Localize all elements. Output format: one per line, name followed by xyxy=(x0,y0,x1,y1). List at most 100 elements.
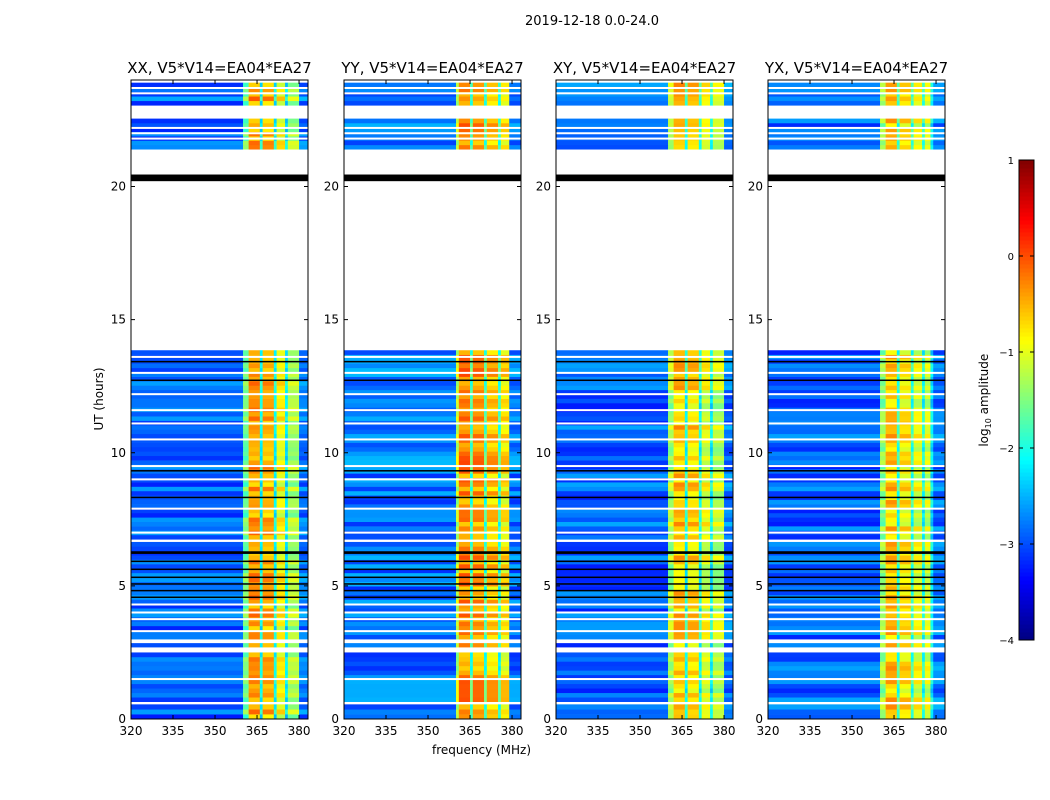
heatmap-cell xyxy=(509,608,522,613)
heatmap-cell xyxy=(768,350,881,355)
heatmap-cell xyxy=(673,442,686,448)
heatmap-cell xyxy=(885,564,898,569)
heatmap-cell xyxy=(472,389,485,395)
heatmap-cell xyxy=(470,402,474,408)
heatmap-cell xyxy=(701,652,711,658)
heatmap-cell xyxy=(930,100,934,106)
heatmap-cell xyxy=(724,424,734,430)
heatmap-cell xyxy=(287,82,300,88)
heatmap-cell xyxy=(243,599,249,605)
heatmap-cell xyxy=(910,534,914,540)
heatmap-cell xyxy=(712,512,725,518)
colorbar-swatch xyxy=(1019,444,1034,449)
heatmap-cell xyxy=(259,499,263,505)
heatmap-cell xyxy=(712,460,725,465)
heatmap-cell xyxy=(248,394,261,399)
heatmap-cell xyxy=(701,512,711,518)
heatmap-cell xyxy=(243,704,249,710)
heatmap-cell xyxy=(910,451,914,457)
heatmap-cell xyxy=(500,709,510,715)
heatmap-cell xyxy=(276,82,286,88)
heatmap-cell xyxy=(896,350,900,355)
heatmap-cell xyxy=(472,688,485,694)
heatmap-cell xyxy=(248,490,261,496)
heatmap-cell xyxy=(712,376,725,382)
heatmap-cell xyxy=(668,499,674,505)
heatmap-cell xyxy=(243,709,249,715)
heatmap-cell xyxy=(556,460,669,465)
heatmap-cell xyxy=(486,367,499,373)
heatmap-cell xyxy=(698,656,702,662)
heatmap-cell xyxy=(344,546,457,552)
heatmap-cell xyxy=(899,577,912,582)
heatmap-cell xyxy=(896,402,900,408)
heatmap-cell xyxy=(698,442,702,448)
heatmap-cell xyxy=(687,517,700,522)
heatmap-cell xyxy=(287,411,300,417)
heatmap-cell xyxy=(673,541,686,547)
heatmap-cell xyxy=(668,679,674,685)
heatmap-cell xyxy=(673,490,686,496)
heatmap-cell xyxy=(710,683,714,689)
heatmap-cell xyxy=(687,656,700,662)
heatmap-cell xyxy=(556,679,669,685)
heatmap-cell xyxy=(273,661,277,667)
heatmap-cell xyxy=(885,504,898,509)
heatmap-cell xyxy=(933,100,946,106)
heatmap-cell xyxy=(458,665,471,671)
heatmap-cell xyxy=(924,460,931,465)
heatmap-cell xyxy=(498,704,502,710)
heatmap-cell xyxy=(924,692,931,698)
heatmap-cell xyxy=(896,363,900,369)
heatmap-cell xyxy=(933,704,946,710)
heatmap-cell xyxy=(287,643,300,648)
heatmap-cell xyxy=(498,665,502,671)
heatmap-cell xyxy=(486,568,499,574)
heatmap-cell xyxy=(930,692,934,698)
heatmap-cell xyxy=(498,508,502,514)
heatmap-cell xyxy=(470,442,474,448)
heatmap-cell xyxy=(885,661,898,667)
heatmap-cell xyxy=(687,508,700,514)
heatmap-cell xyxy=(924,122,931,128)
heatmap-cell xyxy=(710,504,714,509)
heatmap-cell xyxy=(684,394,688,399)
heatmap-cell xyxy=(913,504,923,509)
heatmap-cell xyxy=(924,714,931,720)
heatmap-cell xyxy=(556,590,669,596)
heatmap-cell xyxy=(509,402,522,408)
heatmap-cell xyxy=(285,683,289,689)
heatmap-cell xyxy=(285,564,289,569)
heatmap-cell xyxy=(698,96,702,102)
heatmap-cell xyxy=(273,612,277,618)
heatmap-cell xyxy=(509,486,522,492)
heatmap-cell xyxy=(456,118,460,124)
heatmap-cell xyxy=(556,517,669,522)
heatmap-cell xyxy=(930,394,934,399)
heatmap-cell xyxy=(299,486,309,492)
heatmap-cell xyxy=(687,118,700,124)
heatmap-cell xyxy=(910,704,914,710)
heatmap-cell xyxy=(498,512,502,518)
heatmap-cell xyxy=(287,446,300,452)
heatmap-cell xyxy=(896,499,900,505)
heatmap-cell xyxy=(248,433,261,439)
heatmap-cell xyxy=(248,122,261,128)
heatmap-cell xyxy=(458,398,471,404)
heatmap-cell xyxy=(486,577,499,582)
heatmap-cell xyxy=(456,526,460,531)
flagged-line xyxy=(556,465,733,468)
heatmap-cell xyxy=(458,603,471,609)
heatmap-cell xyxy=(684,599,688,605)
heatmap-cell xyxy=(470,504,474,509)
heatmap-cell xyxy=(922,652,926,658)
heatmap-cell xyxy=(710,486,714,492)
heatmap-cell xyxy=(673,714,686,720)
heatmap-cell xyxy=(724,367,734,373)
flagged-line xyxy=(556,355,733,358)
heatmap-cell xyxy=(930,568,934,574)
heatmap-cell xyxy=(273,599,277,605)
heatmap-cell xyxy=(276,416,286,421)
heatmap-cell xyxy=(698,433,702,439)
heatmap-cell xyxy=(262,674,275,680)
